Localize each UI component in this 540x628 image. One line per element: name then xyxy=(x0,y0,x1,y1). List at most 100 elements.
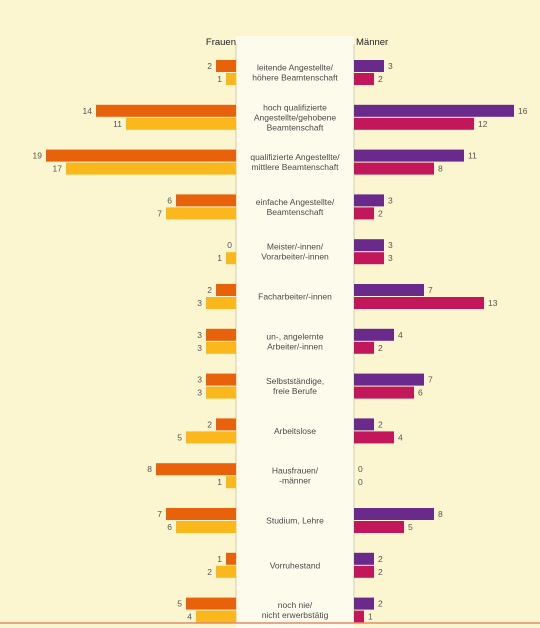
bar-maenner-1 xyxy=(354,328,394,341)
value-label-maenner: 8 xyxy=(438,509,443,519)
bar-maenner-2 xyxy=(354,341,374,354)
category-label: Facharbeiter/-innen xyxy=(258,292,332,302)
bar-frauen-1 xyxy=(206,373,236,386)
value-label-frauen: 5 xyxy=(177,599,182,609)
bar-maenner-1 xyxy=(354,284,424,296)
bar-maenner-2 xyxy=(354,297,484,309)
category-label-line: qualifizierte Angestellte/ xyxy=(250,152,340,162)
bar-maenner-1 xyxy=(354,239,384,252)
value-label-maenner: 8 xyxy=(438,164,443,174)
bar-maenner-2 xyxy=(354,207,374,220)
bar-frauen-1 xyxy=(226,552,236,565)
category-label-line: Selbstständige, xyxy=(266,376,324,386)
category-label-line: Studium, Lehre xyxy=(266,516,324,526)
value-label-frauen: 7 xyxy=(157,208,162,218)
value-label-frauen: 3 xyxy=(197,388,202,398)
category-label-line: freie Berufe xyxy=(273,386,317,396)
value-label-frauen: 11 xyxy=(113,119,122,129)
bar-frauen-2 xyxy=(206,341,236,354)
value-label-maenner: 4 xyxy=(398,432,403,442)
bar-maenner-1 xyxy=(354,149,464,162)
value-label-frauen: 2 xyxy=(207,61,212,71)
value-label-maenner: 6 xyxy=(418,388,423,398)
value-label-maenner: 4 xyxy=(398,330,403,340)
category-label-column xyxy=(236,36,354,628)
category-label-line: einfache Angestellte/ xyxy=(256,197,335,207)
category-label-line: Hausfrauen/ xyxy=(272,466,319,476)
category-label: Hausfrauen/-männer xyxy=(272,466,319,486)
value-label-frauen: 17 xyxy=(53,164,63,174)
value-label-maenner: 3 xyxy=(388,61,393,71)
category-label-line: mittlere Beamtenschaft xyxy=(252,162,340,172)
bar-maenner-2 xyxy=(354,565,374,578)
value-label-maenner: 2 xyxy=(378,343,383,353)
value-label-frauen: 1 xyxy=(217,74,222,84)
category-label: hoch qualifizierte Angestellte/gehobene Be… xyxy=(254,102,337,132)
value-label-frauen: 6 xyxy=(167,522,172,532)
category-label-line: leitende Angestellte/ xyxy=(257,63,334,73)
category-label: qualifizierte Angestellte/mittlere Beamt… xyxy=(250,152,340,172)
value-label-frauen: 1 xyxy=(217,554,222,564)
bar-frauen-2 xyxy=(226,73,236,85)
category-label-line: Meister/-innen/ xyxy=(267,242,324,252)
value-label-maenner: 0 xyxy=(358,477,363,487)
category-label: Arbeitslose xyxy=(274,426,316,436)
bar-maenner-1 xyxy=(354,373,424,386)
bar-frauen-2 xyxy=(186,431,236,444)
value-label-frauen: 1 xyxy=(217,477,222,487)
category-label-line: Facharbeiter/-innen xyxy=(258,292,332,302)
category-label-line: noch nie/ xyxy=(278,600,313,610)
category-label-line: Vorarbeiter/-innen xyxy=(261,252,329,262)
bar-maenner-1 xyxy=(354,418,374,431)
value-label-maenner: 7 xyxy=(428,375,433,385)
bar-frauen-2 xyxy=(206,297,236,309)
bar-maenner-2 xyxy=(354,252,384,265)
value-label-maenner: 1 xyxy=(368,612,373,622)
category-label: Vorruhestand xyxy=(270,560,321,570)
value-label-frauen: 2 xyxy=(207,567,212,577)
value-label-maenner: 2 xyxy=(378,554,383,564)
bar-maenner-2 xyxy=(354,117,474,130)
bar-frauen-2 xyxy=(66,162,236,175)
category-label-line: Beamtenschaft xyxy=(267,122,324,132)
value-label-maenner: 3 xyxy=(388,253,393,263)
category-label: noch nie/nicht erwerbstätig xyxy=(262,600,329,620)
bar-frauen-1 xyxy=(96,104,236,117)
value-label-maenner: 11 xyxy=(468,151,477,161)
value-label-frauen: 6 xyxy=(167,195,172,205)
bar-frauen-1 xyxy=(186,597,236,610)
value-label-frauen: 0 xyxy=(227,240,232,250)
bar-maenner-1 xyxy=(354,60,384,72)
value-label-frauen: 2 xyxy=(207,419,212,429)
value-label-frauen: 5 xyxy=(177,432,182,442)
bar-frauen-1 xyxy=(166,508,236,520)
bar-maenner-2 xyxy=(354,162,434,175)
bar-frauen-2 xyxy=(226,476,236,489)
bar-maenner-2 xyxy=(354,521,404,533)
value-label-frauen: 1 xyxy=(217,253,222,263)
bar-maenner-1 xyxy=(354,552,374,565)
value-label-frauen: 3 xyxy=(197,343,202,353)
bar-maenner-1 xyxy=(354,508,434,520)
bar-frauen-1 xyxy=(176,194,236,207)
value-label-maenner: 3 xyxy=(388,195,393,205)
category-label: Studium, Lehre xyxy=(266,516,324,526)
value-label-maenner: 3 xyxy=(388,240,393,250)
bar-maenner-1 xyxy=(354,597,374,610)
bar-maenner-1 xyxy=(354,194,384,207)
category-label-line: hoch qualifizierte xyxy=(263,102,327,112)
category-label-line: Arbeitslose xyxy=(274,426,316,436)
bar-frauen-1 xyxy=(216,418,236,431)
category-label: Selbstständige, freie Berufe xyxy=(266,376,324,396)
bar-frauen-1 xyxy=(216,284,236,296)
value-label-frauen: 8 xyxy=(147,464,152,474)
value-label-frauen: 7 xyxy=(157,509,162,519)
bar-frauen-1 xyxy=(46,149,236,162)
bar-frauen-2 xyxy=(166,207,236,220)
category-label: Meister/-innen/Vorarbeiter/-innen xyxy=(261,242,329,262)
value-label-frauen: 2 xyxy=(207,285,212,295)
bar-frauen-2 xyxy=(176,521,236,533)
chart-rows: leitende Angestellte/höhere Beamtenschaf… xyxy=(33,60,528,623)
bar-frauen-1 xyxy=(206,328,236,341)
